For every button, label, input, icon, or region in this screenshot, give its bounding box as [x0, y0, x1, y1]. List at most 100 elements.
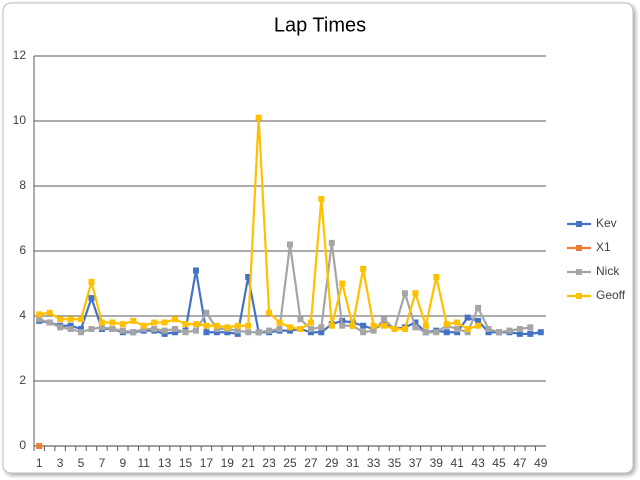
- y-tick-label: 4: [19, 308, 26, 322]
- point: [475, 322, 482, 329]
- point: [67, 322, 74, 329]
- point: [57, 316, 64, 323]
- point: [192, 321, 199, 328]
- x-tick-label: 15: [179, 456, 193, 470]
- point: [130, 329, 137, 336]
- point: [454, 329, 461, 336]
- point: [88, 278, 95, 285]
- point: [57, 324, 64, 331]
- point: [98, 324, 105, 331]
- point: [537, 329, 544, 336]
- x-tick-label: 17: [200, 456, 214, 470]
- point: [276, 326, 283, 332]
- point: [255, 114, 262, 121]
- x-tick-label: 5: [78, 456, 85, 470]
- point: [506, 327, 513, 334]
- point: [381, 316, 388, 323]
- point: [339, 322, 346, 329]
- point: [516, 330, 523, 337]
- point: [182, 329, 189, 336]
- x-tick-label: 7: [99, 456, 106, 470]
- point: [151, 319, 158, 326]
- x-tick-label: 3: [57, 456, 64, 470]
- point: [443, 321, 450, 328]
- point: [464, 326, 471, 332]
- point: [161, 319, 168, 326]
- point: [203, 322, 210, 329]
- y-tick-label: 2: [19, 373, 26, 387]
- legend-marker: [576, 245, 582, 251]
- legend-label: Kev: [596, 216, 617, 230]
- point: [213, 329, 220, 336]
- point: [464, 314, 471, 321]
- point: [266, 309, 273, 316]
- point: [67, 316, 74, 323]
- point: [475, 317, 482, 324]
- point: [203, 329, 210, 336]
- point: [151, 326, 158, 332]
- point: [276, 319, 283, 326]
- point: [213, 326, 220, 332]
- point: [130, 317, 137, 324]
- point: [161, 330, 168, 337]
- point: [391, 326, 398, 332]
- y-tick-label: 6: [19, 243, 26, 257]
- point: [307, 326, 314, 332]
- legend-label: Geoff: [596, 288, 626, 302]
- point: [109, 326, 116, 332]
- point: [516, 326, 523, 332]
- point: [401, 290, 408, 297]
- point: [339, 280, 346, 287]
- point: [454, 326, 461, 332]
- x-tick-label: 23: [262, 456, 276, 470]
- x-tick-label: 1: [36, 456, 43, 470]
- point: [412, 319, 419, 326]
- x-tick-label: 9: [119, 456, 126, 470]
- point: [36, 443, 43, 449]
- legend-label: X1: [596, 240, 611, 254]
- point: [46, 309, 53, 316]
- point: [318, 324, 325, 331]
- point: [140, 326, 147, 332]
- point: [182, 321, 189, 328]
- point: [297, 316, 304, 323]
- x-tick-label: 13: [158, 456, 172, 470]
- x-tick-label: 11: [137, 456, 150, 470]
- point: [245, 274, 252, 280]
- x-tick-label: 39: [430, 456, 444, 470]
- point: [234, 322, 241, 329]
- point: [318, 196, 325, 202]
- x-tick-label: 45: [492, 456, 506, 470]
- point: [234, 327, 241, 334]
- point: [78, 329, 85, 336]
- point: [475, 304, 482, 311]
- x-tick-label: 49: [534, 456, 548, 470]
- point: [36, 311, 43, 318]
- legend-marker: [576, 293, 582, 299]
- point: [161, 327, 168, 334]
- point: [245, 322, 252, 329]
- point: [360, 265, 367, 272]
- point: [234, 330, 241, 337]
- point: [287, 327, 293, 334]
- point: [454, 319, 461, 326]
- point: [287, 241, 293, 248]
- point: [88, 326, 95, 332]
- point: [370, 322, 377, 329]
- point: [266, 327, 273, 334]
- legend-marker: [576, 269, 582, 275]
- x-tick-label: 33: [367, 456, 381, 470]
- point: [46, 319, 53, 326]
- point: [360, 329, 367, 336]
- point: [485, 326, 492, 332]
- point: [297, 326, 304, 332]
- point: [381, 322, 388, 329]
- legend-marker: [576, 221, 582, 227]
- point: [433, 329, 440, 336]
- point: [224, 324, 231, 331]
- point: [109, 319, 116, 326]
- point: [527, 324, 534, 331]
- x-tick-label: 25: [283, 456, 297, 470]
- point: [172, 316, 179, 323]
- point: [192, 327, 199, 334]
